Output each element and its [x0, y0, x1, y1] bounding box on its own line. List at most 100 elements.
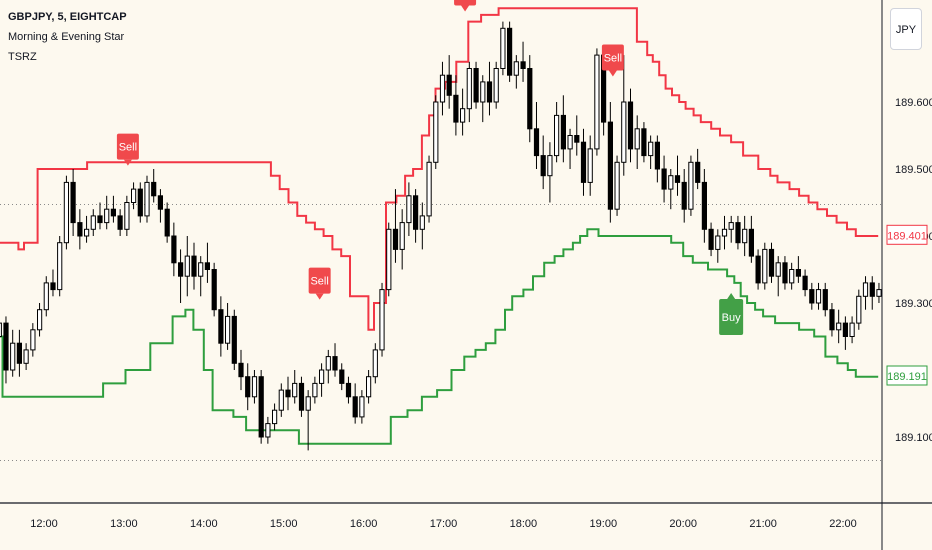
candle — [10, 329, 16, 377]
candle-body — [157, 195, 164, 210]
candle — [97, 202, 103, 230]
candle — [117, 209, 123, 236]
sell-marker-pointer — [608, 70, 617, 77]
candle — [849, 316, 855, 344]
candle — [77, 209, 83, 250]
candle-body — [104, 208, 110, 224]
candle-body — [312, 382, 318, 398]
candle-body — [359, 396, 365, 418]
candle — [446, 55, 452, 109]
candle-body — [480, 81, 486, 103]
candle-body — [151, 181, 157, 197]
candle-body — [204, 262, 211, 270]
signal-markers: Sell Sell Sell Sell Buy — [116, 0, 744, 335]
candle-body — [493, 68, 499, 103]
candle-body — [728, 222, 734, 230]
candle — [332, 343, 338, 377]
candle — [500, 21, 506, 76]
candle-body — [466, 68, 472, 110]
candle-body — [413, 195, 419, 230]
sell-marker-pointer — [315, 293, 324, 300]
candle — [554, 102, 560, 163]
candle-body — [292, 382, 298, 398]
candle — [90, 209, 96, 236]
candle-body — [0, 322, 2, 338]
resistance-price-box — [886, 224, 928, 245]
candle-body — [795, 269, 801, 277]
candle — [43, 276, 49, 317]
candle-body — [184, 255, 190, 277]
candle-body — [513, 61, 519, 76]
candle — [742, 215, 748, 257]
candle-body — [272, 409, 278, 425]
candle — [701, 169, 707, 243]
candle — [292, 370, 298, 404]
candle-body — [661, 168, 667, 190]
candle — [688, 155, 694, 216]
candle — [674, 155, 681, 196]
candle-body — [225, 315, 231, 344]
candle-body — [345, 382, 352, 398]
price-axis[interactable]: 189.600189.500189.400189.300189.100189.4… — [881, 0, 932, 550]
candle-body — [97, 215, 103, 224]
candle-body — [688, 161, 694, 210]
candle-body — [218, 309, 224, 344]
resistance-line — [0, 7, 879, 331]
candle — [876, 282, 882, 303]
candle-body — [775, 262, 781, 277]
candle-body — [305, 396, 311, 411]
candle-body — [30, 329, 36, 351]
candle — [513, 55, 519, 89]
candle — [278, 383, 284, 417]
candle-body — [674, 175, 681, 183]
candle-body — [352, 396, 358, 418]
candle — [862, 276, 869, 310]
candle — [245, 363, 251, 411]
candle-body — [755, 255, 761, 284]
candle-body — [768, 248, 775, 277]
candle-body — [574, 135, 580, 143]
candle — [708, 222, 714, 257]
candle — [251, 370, 258, 404]
candle-body — [782, 262, 788, 284]
candle — [231, 309, 237, 370]
time-axis[interactable]: 12:00 13:00 14:00 15:00 16:00 17:00 18:00 19:00… — [0, 502, 932, 530]
candle — [641, 122, 647, 163]
indicator-label-star[interactable]: Morning & Evening Star — [8, 31, 125, 43]
candle — [305, 390, 311, 451]
candle — [856, 289, 862, 330]
candle-body — [231, 315, 237, 364]
candle-body — [137, 188, 143, 217]
candle-body — [406, 195, 412, 224]
candle-body — [473, 68, 479, 103]
symbol-title[interactable]: GBPJPY, 5, EIGHTCAP — [8, 11, 127, 23]
candle-body — [426, 161, 432, 217]
candle-body — [191, 255, 197, 277]
candle — [715, 229, 721, 263]
grid-lines — [0, 204, 882, 461]
candle — [829, 303, 835, 337]
candle — [795, 256, 801, 283]
candle-body — [439, 74, 446, 103]
candle-body — [849, 322, 855, 338]
candle-body — [607, 121, 613, 210]
candle-body — [869, 282, 875, 297]
time-tick-label: 17:00 — [430, 518, 458, 530]
candle-body — [298, 382, 305, 411]
candle — [184, 236, 190, 297]
currency-button[interactable]: JPY — [890, 8, 922, 50]
indicator-label-tsrz[interactable]: TSRZ — [8, 51, 37, 63]
candle — [634, 115, 640, 169]
candle — [419, 202, 425, 250]
candle — [460, 88, 466, 136]
candle-body — [554, 114, 560, 157]
candle-body — [3, 322, 9, 371]
candle — [433, 95, 439, 169]
candle-body — [681, 181, 687, 210]
candle — [285, 376, 291, 411]
candle-body — [144, 181, 150, 217]
candlestick-series — [0, 21, 882, 451]
candle — [312, 376, 318, 404]
